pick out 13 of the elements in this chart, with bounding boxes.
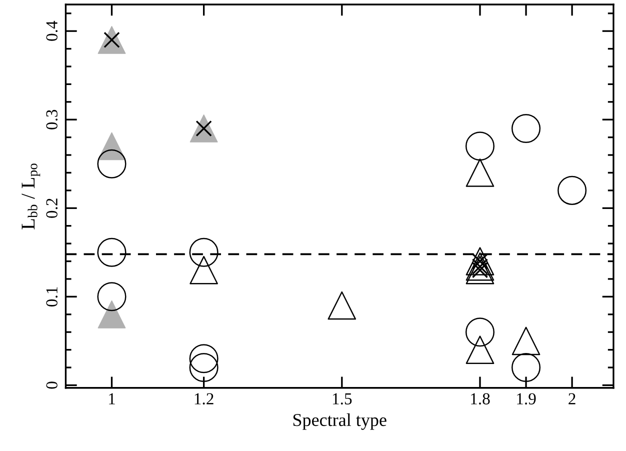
x-tick-label: 2	[568, 393, 576, 404]
y-tick-label: 0.2	[46, 198, 58, 218]
y-tick-label: 0	[46, 382, 58, 389]
y-axis-title: L$_{bb}$ / L$_{po}$	[22, 164, 40, 230]
x-tick-label: 1.2	[194, 393, 214, 405]
x-tick-label: 1	[109, 393, 115, 404]
y-tick-label: 0.4	[46, 20, 58, 41]
x-tick-label: 1.5	[332, 393, 352, 405]
x-axis-title: Spectral type	[293, 413, 386, 430]
x-tick-label: 1.8	[471, 393, 490, 405]
x-tick-label: 1.9	[517, 393, 536, 405]
y-tick-label: 0.1	[46, 287, 58, 306]
y-tick-label: 0.3	[46, 110, 58, 130]
